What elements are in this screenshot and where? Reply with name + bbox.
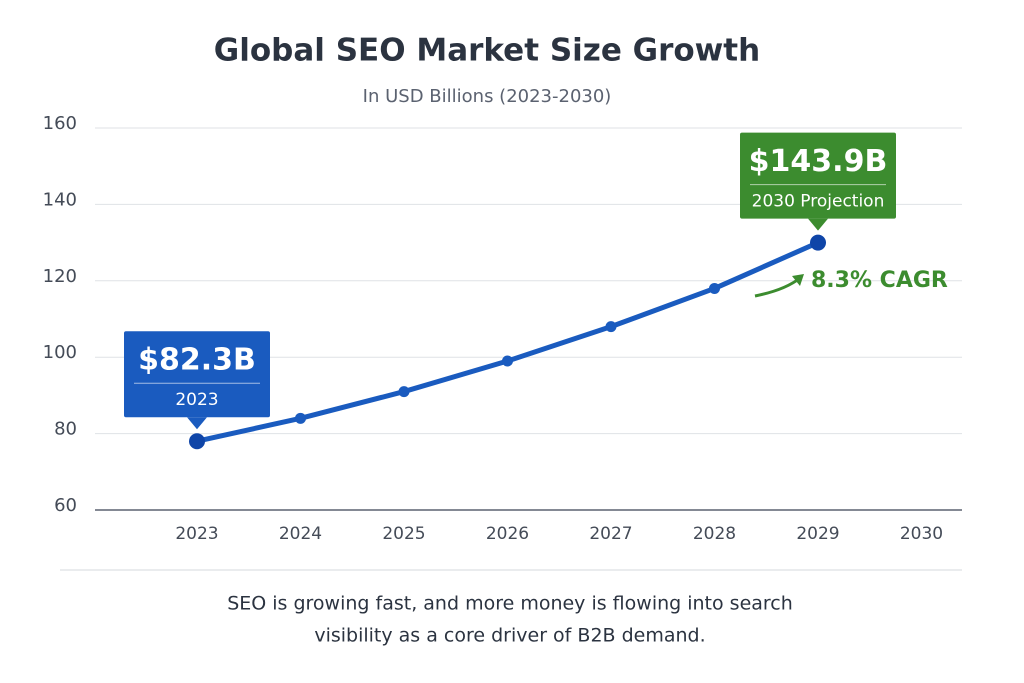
data-point	[189, 433, 205, 450]
x-tick-label: 2028	[693, 524, 736, 544]
chart-subtitle: In USD Billions (2023-2030)	[363, 86, 612, 107]
annotation-box	[740, 132, 896, 219]
footer-line: visibility as a core driver of B2B deman…	[314, 625, 705, 647]
data-point	[398, 386, 410, 398]
x-tick-label: 2029	[796, 524, 839, 544]
x-tick-label: 2025	[382, 524, 425, 544]
annotation-box	[124, 331, 270, 418]
x-tick-label: 2023	[175, 524, 218, 544]
annotation-pointer	[187, 417, 207, 430]
cagr-arrowhead	[792, 274, 804, 286]
x-tick-label: 2026	[486, 524, 529, 544]
data-point	[810, 234, 826, 251]
data-point	[605, 321, 617, 333]
y-tick-label: 60	[54, 495, 77, 516]
x-tick-label: 2030	[900, 524, 943, 544]
y-tick-label: 80	[54, 419, 77, 440]
footer-line: SEO is growing fast, and more money is f…	[227, 593, 793, 615]
data-point	[709, 282, 720, 294]
annotation-value: $82.3B	[138, 343, 256, 378]
cagr-label: 8.3% CAGR	[811, 268, 948, 293]
x-tick-label: 2027	[589, 524, 632, 544]
annotation-subtext: 2023	[175, 390, 218, 410]
y-tick-label: 120	[43, 266, 77, 287]
annotation-pointer	[808, 218, 828, 231]
y-tick-label: 140	[43, 189, 77, 210]
annotation-value: $143.9B	[749, 144, 888, 179]
y-tick-label: 160	[43, 113, 77, 134]
chart-title: Global SEO Market Size Growth	[214, 33, 760, 69]
data-point	[295, 412, 306, 424]
x-tick-label: 2024	[279, 524, 322, 544]
annotation-subtext: 2030 Projection	[752, 192, 885, 212]
y-tick-label: 100	[43, 342, 77, 363]
data-line	[194, 240, 821, 444]
data-point	[502, 355, 513, 367]
